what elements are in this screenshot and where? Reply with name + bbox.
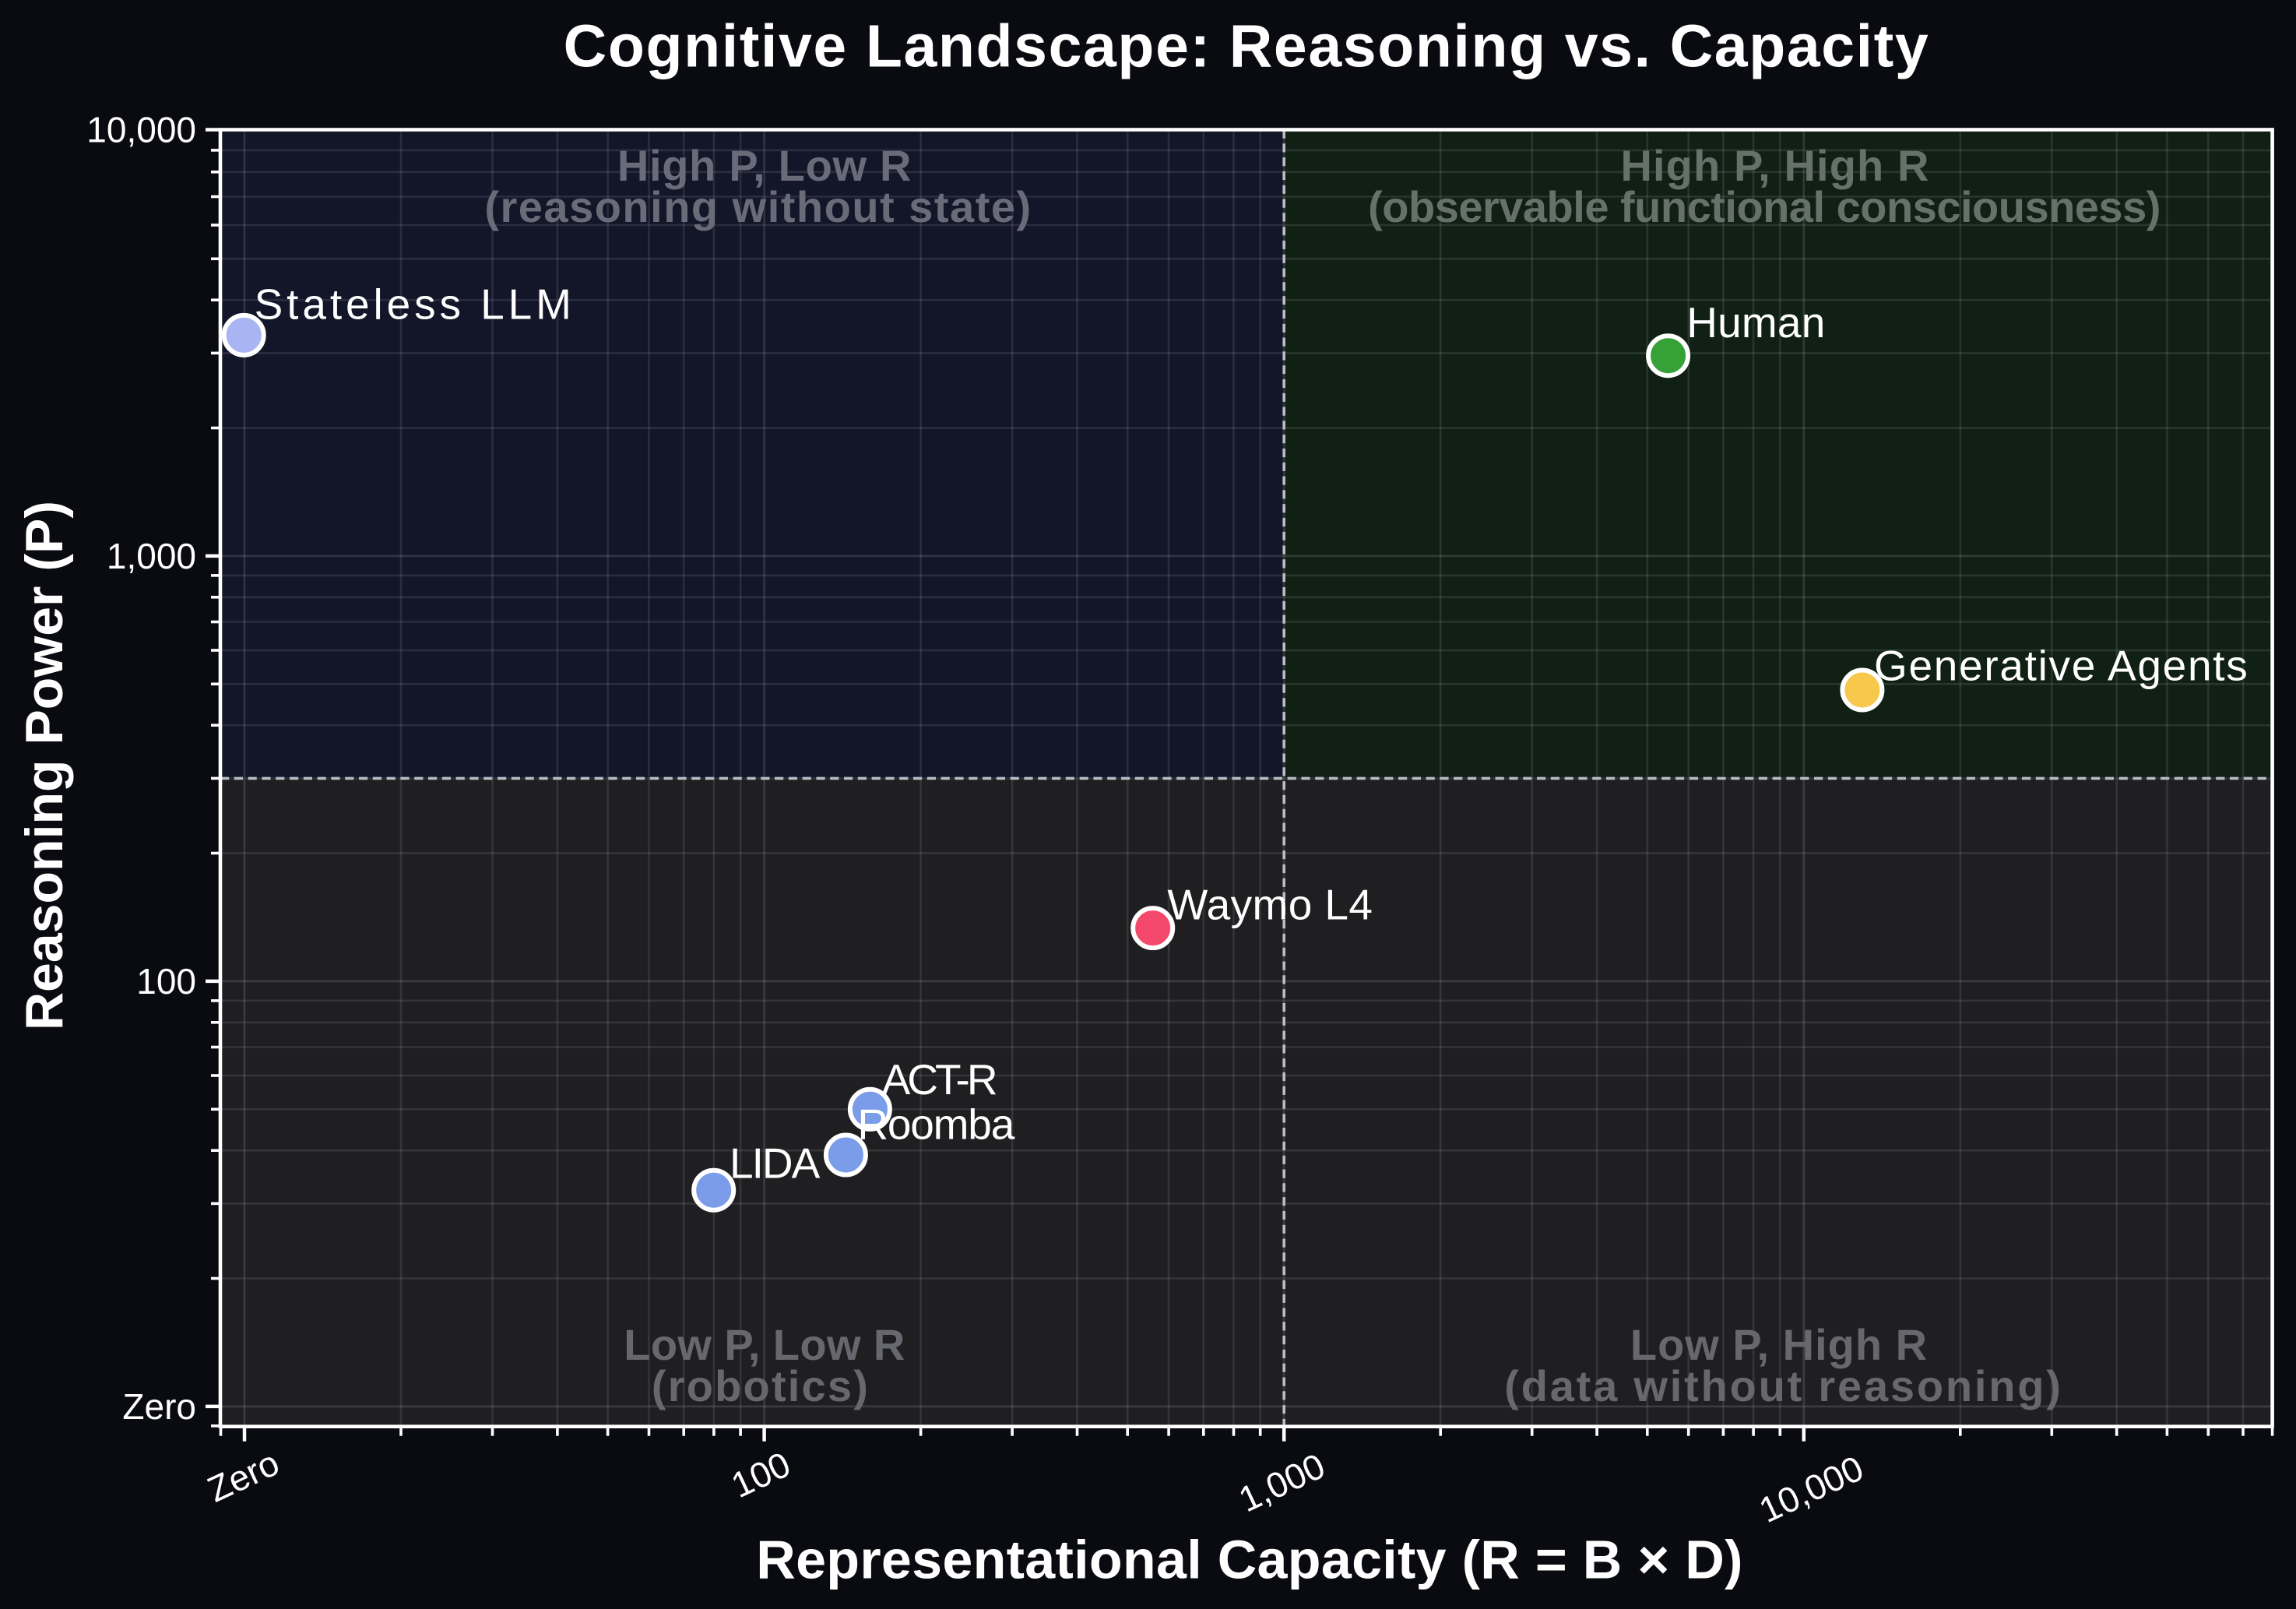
svg-text:Low P, Low R: Low P, Low R bbox=[624, 1320, 905, 1369]
svg-text:Waymo L4: Waymo L4 bbox=[1167, 881, 1373, 929]
svg-text:(observable functional conscio: (observable functional consciousness) bbox=[1368, 182, 2161, 231]
svg-text:Generative Agents: Generative Agents bbox=[1874, 641, 2249, 689]
svg-text:10,000: 10,000 bbox=[86, 110, 196, 150]
svg-text:Cognitive Landscape: Reasoning: Cognitive Landscape: Reasoning vs. Capac… bbox=[564, 13, 1930, 80]
svg-text:(data without reasoning): (data without reasoning) bbox=[1504, 1361, 2062, 1410]
svg-text:LIDA: LIDA bbox=[730, 1139, 821, 1188]
svg-text:Representational Capacity (R =: Representational Capacity (R = B × D) bbox=[756, 1529, 1743, 1590]
svg-text:100: 100 bbox=[136, 961, 196, 1002]
svg-text:Low P, High R: Low P, High R bbox=[1630, 1320, 1928, 1369]
svg-text:ACT-R: ACT-R bbox=[882, 1055, 997, 1104]
svg-text:Reasoning Power (P): Reasoning Power (P) bbox=[15, 501, 74, 1030]
svg-text:High P, High R: High P, High R bbox=[1620, 141, 1929, 190]
svg-text:(reasoning without state): (reasoning without state) bbox=[484, 182, 1032, 231]
svg-text:Stateless LLM: Stateless LLM bbox=[255, 280, 575, 328]
svg-text:Roomba: Roomba bbox=[857, 1100, 1014, 1149]
svg-text:(robotics): (robotics) bbox=[652, 1361, 870, 1410]
svg-text:1,000: 1,000 bbox=[107, 536, 196, 576]
svg-text:High P, Low R: High P, Low R bbox=[617, 141, 912, 190]
svg-text:Zero: Zero bbox=[122, 1386, 196, 1427]
svg-text:Human: Human bbox=[1686, 298, 1825, 347]
